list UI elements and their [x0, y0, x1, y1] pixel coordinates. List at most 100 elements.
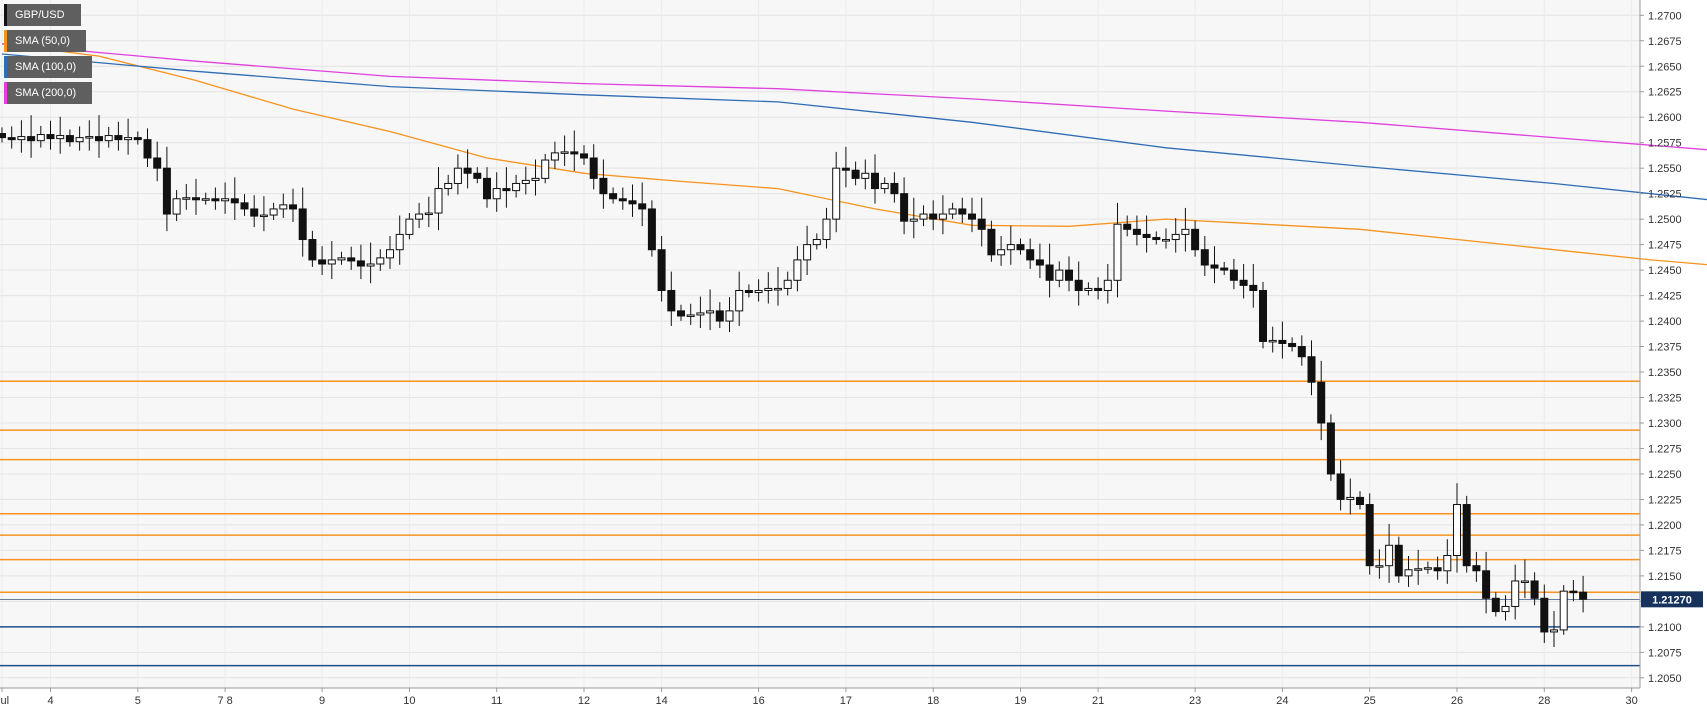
candle-body	[667, 289, 676, 312]
candle-body	[1423, 567, 1432, 570]
candle-body	[182, 197, 191, 200]
candle-body	[1404, 569, 1413, 577]
candle-body	[1132, 228, 1141, 235]
sma-lines	[1, 43, 1707, 266]
candle-body	[1103, 279, 1112, 291]
candle-body	[1365, 504, 1374, 567]
x-tick-label: 18	[927, 695, 939, 707]
candle-body	[657, 249, 666, 291]
candle-body	[1210, 264, 1219, 269]
candle-body	[589, 157, 598, 179]
candle-body	[1113, 223, 1122, 281]
candle-body	[337, 257, 346, 261]
candle-body	[1559, 590, 1568, 631]
candle-body	[366, 263, 375, 267]
legend-item-sma-100[interactable]: SMA (100,0)	[4, 56, 93, 78]
y-tick-label: 1.2325	[1648, 393, 1682, 405]
y-tick-label: 1.2150	[1648, 571, 1682, 583]
legend-item-sma-200[interactable]: SMA (200,0)	[4, 82, 93, 104]
candle-body	[1152, 236, 1161, 241]
legend-label-sma-200: SMA (200,0)	[15, 87, 77, 99]
y-tick-label: 1.2300	[1648, 418, 1682, 430]
candle-body	[599, 177, 608, 195]
candle-body	[609, 193, 618, 200]
candle-body	[133, 137, 142, 141]
candle-body	[1191, 228, 1200, 251]
x-tick-label: 30	[1625, 695, 1637, 707]
candle-body	[124, 137, 133, 141]
candle-body	[7, 137, 16, 141]
candle-body	[473, 172, 482, 179]
candle-body	[1016, 244, 1025, 251]
candle-body	[1123, 223, 1132, 230]
legend-label-sma-50: SMA (50,0)	[15, 35, 71, 47]
candle-body	[453, 167, 462, 184]
candle-body	[938, 213, 947, 220]
legend-item-symbol[interactable]: GBP/USD	[4, 4, 81, 26]
candlesticks	[0, 115, 1588, 648]
candle-body	[832, 167, 841, 220]
y-tick-label: 1.2600	[1648, 112, 1682, 124]
candle-body	[550, 152, 559, 161]
y-tick-label: 1.2375	[1648, 342, 1682, 354]
candle-body	[909, 218, 918, 222]
x-tick-label: 10	[403, 695, 415, 707]
candle-body	[240, 202, 249, 210]
candle-body	[221, 198, 230, 202]
sma-200-line	[1, 43, 1707, 151]
candle-body	[900, 193, 909, 222]
candle-body	[1550, 629, 1558, 633]
candle-body	[17, 136, 26, 141]
candle-body	[444, 182, 453, 190]
candle-body	[376, 257, 385, 265]
candle-body	[735, 289, 744, 312]
candle-body	[1084, 287, 1093, 291]
y-tick-label: 1.2500	[1648, 214, 1682, 226]
candle-body	[1307, 356, 1316, 383]
candle-body	[696, 312, 705, 316]
candle-body	[347, 257, 356, 262]
candle-body	[356, 260, 365, 267]
candle-body	[162, 167, 171, 215]
candle-body	[1579, 591, 1588, 600]
candle-body	[36, 134, 45, 142]
candle-body	[1394, 544, 1403, 577]
legend-swatch-sma-100	[4, 56, 7, 78]
candle-body	[754, 289, 763, 294]
y-tick-label: 1.2625	[1648, 87, 1682, 99]
candle-body	[250, 208, 259, 217]
candle-body	[1220, 267, 1229, 271]
legend-item-sma-50[interactable]: SMA (50,0)	[4, 30, 87, 52]
legend-swatch-symbol	[4, 4, 7, 26]
candle-body	[512, 182, 521, 192]
candle-body	[46, 134, 55, 140]
candle-body	[289, 204, 297, 210]
candle-body	[114, 135, 123, 141]
candle-body	[192, 197, 200, 201]
candle-body	[774, 287, 782, 291]
candle-body	[1268, 339, 1277, 343]
candle-body	[1065, 269, 1073, 281]
candle-body	[1045, 264, 1054, 281]
candle-body	[1074, 279, 1083, 291]
candle-body	[880, 182, 889, 190]
x-tick-label: 12	[578, 695, 590, 707]
y-tick-label: 1.2700	[1648, 10, 1682, 22]
candle-body	[1006, 244, 1015, 251]
candle-body	[172, 198, 181, 215]
candle-body	[958, 208, 967, 215]
legend-swatch-sma-50	[4, 30, 7, 52]
candle-body	[85, 136, 94, 139]
x-tick-label: 19	[1014, 695, 1026, 707]
x-tick-label: 14	[655, 695, 667, 707]
x-axis: Jul 4 5 7 8 9 10 11 12 14 16 17 18 19 21 23 24 25 26 28 30	[0, 688, 1638, 707]
y-tick-label: 1.2425	[1648, 291, 1682, 303]
y-axis: 1.2700 1.2675 1.2650 1.2625 1.2600 1.2575 1.25…	[1640, 10, 1682, 685]
candle-body	[259, 214, 268, 218]
candle-body	[395, 233, 404, 251]
candle-body	[65, 135, 74, 143]
candle-body	[560, 151, 569, 154]
x-tick-label: 5	[135, 695, 141, 707]
candle-body	[405, 218, 414, 235]
